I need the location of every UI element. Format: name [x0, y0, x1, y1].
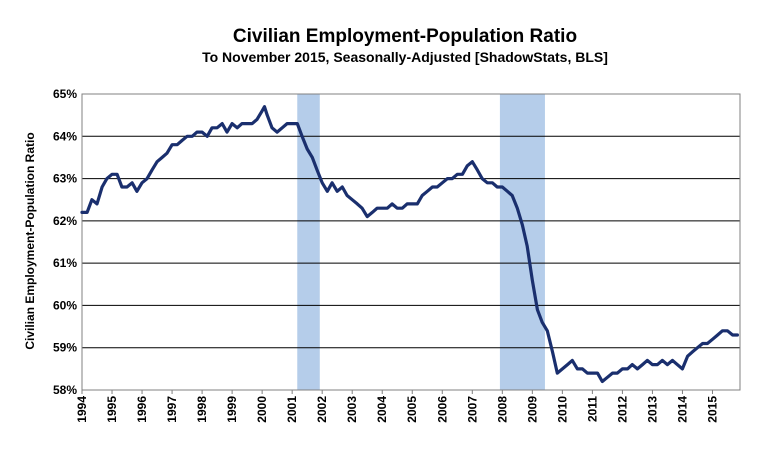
x-tick-label-1998: 1998: [195, 396, 209, 423]
plot-frame: [81, 93, 741, 391]
recession-bar-1: [297, 94, 320, 390]
y-tick-label-59: 59%: [53, 341, 77, 355]
y-tick-label-58: 58%: [53, 383, 77, 397]
x-tick-label-1994: 1994: [75, 396, 89, 423]
x-tick-label-2009: 2009: [525, 396, 539, 423]
x-tick-labels: 1994 1995 1996 1997 1998 1999 2000 2001 2002 2003…: [75, 390, 719, 423]
x-tick-label-1999: 1999: [225, 396, 239, 423]
x-tick-label-2012: 2012: [615, 396, 629, 423]
x-tick-label-1997: 1997: [165, 396, 179, 423]
x-tick-label-2008: 2008: [495, 396, 509, 423]
y-tick-label-63: 63%: [53, 172, 77, 186]
y-tick-label-61: 61%: [53, 256, 77, 270]
x-tick-label-2002: 2002: [315, 396, 329, 423]
x-tick-label-2015: 2015: [705, 396, 719, 423]
x-tick-label-2007: 2007: [465, 396, 479, 423]
y-tick-label-62: 62%: [53, 214, 77, 228]
x-tick-label-2004: 2004: [375, 396, 389, 423]
y-tick-label-60: 60%: [53, 298, 77, 312]
chart-subtitle: To November 2015, Seasonally-Adjusted [S…: [202, 49, 608, 65]
x-tick-label-2014: 2014: [675, 396, 689, 423]
x-tick-label-1995: 1995: [105, 396, 119, 423]
x-tick-label-2000: 2000: [255, 396, 269, 423]
x-tick-label-2005: 2005: [405, 396, 419, 423]
x-tick-label-2013: 2013: [645, 396, 659, 423]
y-tick-label-64: 64%: [53, 129, 77, 143]
x-tick-label-2011: 2011: [585, 396, 599, 422]
series-line-employment-ratio: [80, 105, 739, 384]
x-tick-label-2010: 2010: [555, 396, 569, 423]
x-tick-label-2006: 2006: [435, 396, 449, 423]
y-tick-label-65: 65%: [53, 87, 77, 101]
x-tick-label-2001: 2001: [285, 396, 299, 423]
recession-bar-2: [499, 94, 545, 390]
x-tick-label-1996: 1996: [135, 396, 149, 423]
x-tick-label-2003: 2003: [345, 396, 359, 423]
recession-shading-group: [297, 94, 545, 390]
chart-title: Civilian Employment-Population Ratio: [233, 26, 577, 47]
y-axis-label: Civilian Employment-Population Ratio: [23, 132, 37, 349]
y-tick-labels: 58% 59% 60% 61% 62% 63% 64% 65%: [53, 87, 77, 397]
